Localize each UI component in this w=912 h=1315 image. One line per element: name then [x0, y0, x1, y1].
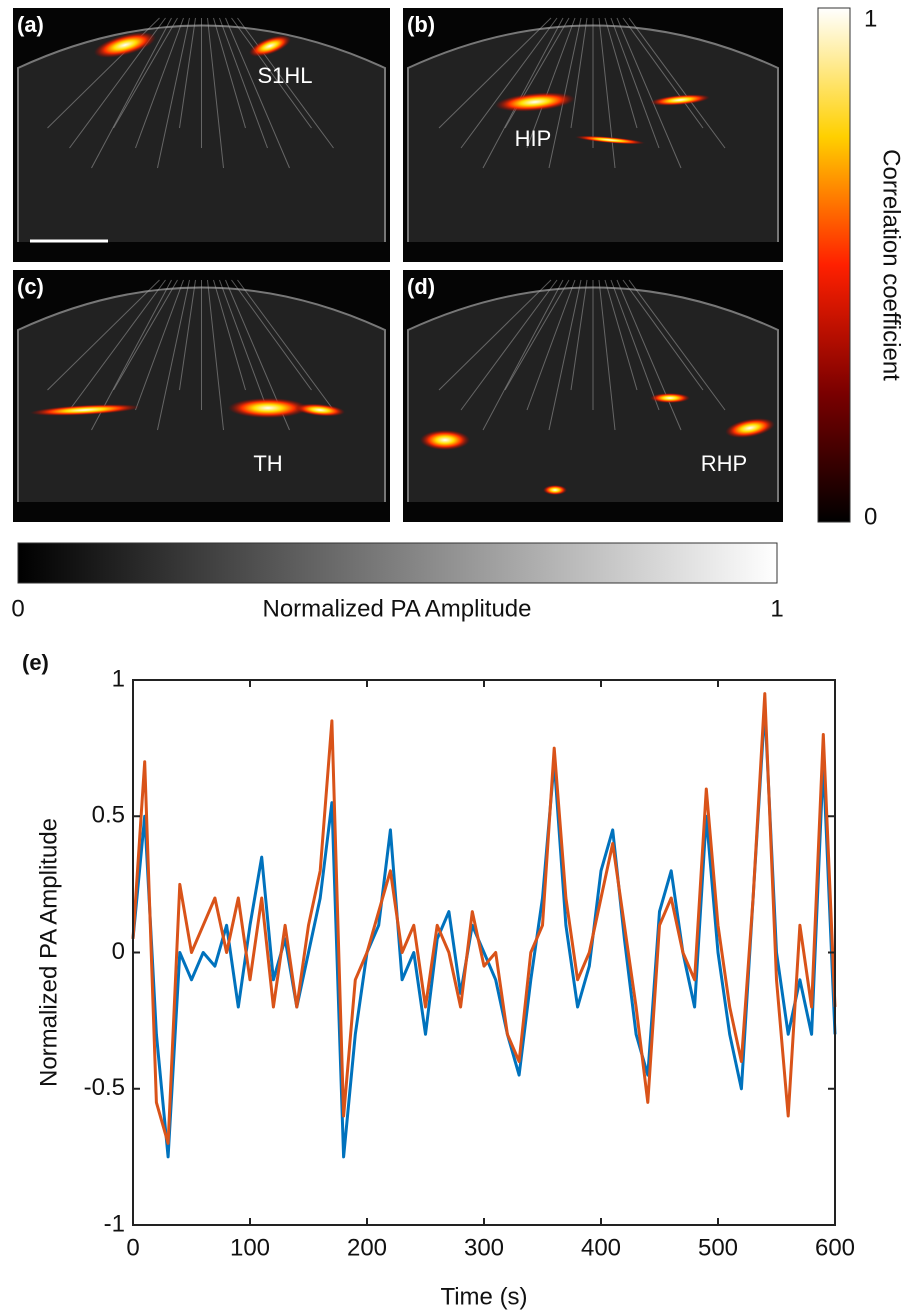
correlation-spot: [228, 398, 308, 418]
colorbar-tick-label: 1: [864, 5, 877, 32]
panel-label: (c): [17, 274, 44, 299]
vessel: [604, 279, 638, 391]
region-label: S1HL: [257, 63, 312, 88]
vessel: [438, 279, 552, 391]
vessel: [179, 17, 196, 129]
vessel: [482, 17, 564, 169]
panel-label: (a): [17, 12, 44, 37]
x-tick-label: 200: [347, 1234, 387, 1261]
data-line: [131, 705, 837, 1159]
vessel: [622, 279, 704, 391]
vessel: [47, 279, 160, 391]
y-tick-label: 0: [112, 938, 125, 965]
vessel: [231, 279, 312, 391]
vessel: [91, 17, 172, 169]
x-tick-label: 300: [464, 1234, 504, 1261]
panel-label: (e): [22, 650, 49, 675]
vessel: [231, 17, 312, 129]
correlation-spot: [420, 430, 470, 450]
vessel: [616, 17, 682, 169]
vessel: [113, 279, 178, 391]
vessel: [135, 17, 184, 149]
y-axis-label: Normalized PA Amplitude: [35, 818, 62, 1087]
correlation-spot: [575, 135, 645, 145]
x-axis-label: Time (s): [440, 1283, 527, 1310]
vessel: [157, 17, 190, 169]
colorbar-title: Correlation coefficient: [878, 149, 905, 381]
colorbar-tick-label: 0: [864, 503, 877, 530]
vessel: [438, 17, 552, 129]
vessel: [69, 279, 166, 411]
x-tick-label: 600: [815, 1234, 855, 1261]
region-label: RHP: [701, 451, 747, 476]
correlation-spot: [650, 94, 710, 106]
colorbar: [17, 542, 778, 584]
y-tick-label: -0.5: [84, 1074, 125, 1101]
vessel: [237, 17, 334, 149]
vessel: [616, 279, 682, 431]
vessel: [225, 17, 290, 169]
vessel: [604, 17, 638, 129]
vessel: [628, 17, 726, 149]
region-label: HIP: [515, 126, 552, 151]
vessel: [219, 279, 268, 411]
x-tick-label: 400: [581, 1234, 621, 1261]
correlation-spot: [543, 485, 567, 495]
x-tick-label: 100: [230, 1234, 270, 1261]
colorbar-title: Normalized PA Amplitude: [262, 595, 531, 622]
vessel: [526, 17, 576, 149]
correlation-spot: [249, 35, 291, 57]
correlation-spot: [495, 92, 575, 112]
colorbar-tick-label: 1: [770, 595, 783, 622]
vessel: [113, 17, 178, 129]
vessel: [610, 279, 660, 411]
vessel: [598, 279, 616, 431]
vessel: [526, 279, 576, 411]
vessel: [460, 17, 558, 149]
data-line: [131, 692, 837, 1145]
correlation-spot: [725, 418, 775, 438]
vessel: [628, 279, 726, 411]
vessel: [622, 17, 704, 129]
y-tick-label: -1: [104, 1210, 125, 1237]
vessel: [570, 17, 588, 129]
panel-label: (b): [407, 12, 435, 37]
vessel: [213, 17, 246, 129]
vessel: [157, 279, 190, 431]
vessel: [207, 17, 224, 169]
colorbar: [817, 7, 851, 523]
panel-label: (d): [407, 274, 435, 299]
vessel: [460, 279, 558, 411]
correlation-spot: [650, 393, 690, 403]
vessel: [213, 279, 246, 391]
vessel: [610, 17, 660, 149]
y-tick-label: 0.5: [92, 802, 125, 829]
vessel: [548, 17, 582, 169]
vessel: [207, 279, 224, 431]
colorbar-tick-label: 0: [11, 595, 24, 622]
vessel: [179, 279, 196, 391]
vessel: [548, 279, 582, 431]
correlation-spot: [295, 403, 345, 417]
vessel: [504, 279, 570, 391]
vessel: [135, 279, 184, 411]
vessel: [237, 279, 334, 411]
x-tick-label: 0: [126, 1234, 139, 1261]
x-tick-label: 500: [698, 1234, 738, 1261]
vessel: [570, 279, 588, 391]
vessel: [482, 279, 564, 431]
region-label: TH: [253, 451, 282, 476]
correlation-spot: [93, 32, 157, 58]
vessel: [219, 17, 268, 149]
correlation-spot: [30, 404, 140, 416]
y-tick-label: 1: [112, 665, 125, 692]
